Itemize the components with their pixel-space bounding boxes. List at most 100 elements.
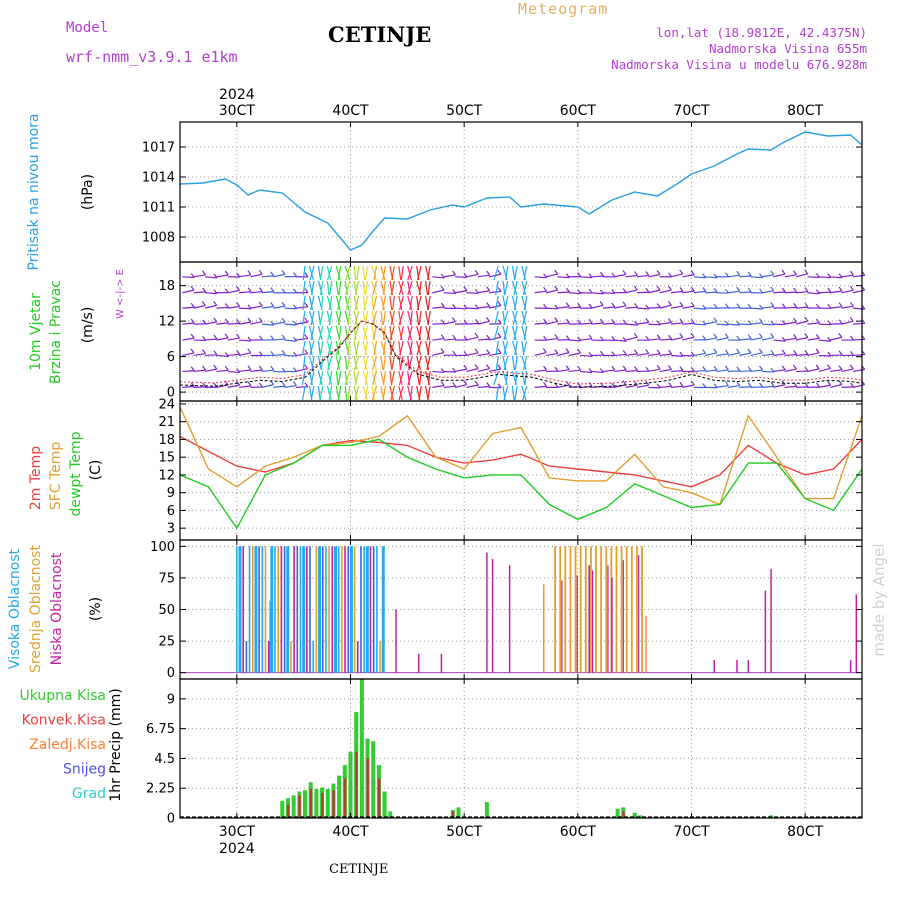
wind-barb-flag	[270, 302, 275, 307]
wind-barb	[818, 384, 831, 388]
wind-fan-stroke	[319, 385, 324, 401]
wind-barb	[830, 383, 842, 388]
wind-barb-flag	[236, 319, 241, 324]
wind-fan-stroke	[511, 385, 515, 401]
wind-barb-flag	[304, 382, 309, 388]
wind-barb	[273, 305, 286, 309]
wind-barb	[489, 352, 502, 357]
wind-barb	[693, 352, 706, 357]
wind-fan-stroke	[524, 295, 528, 311]
ytick-label: 1014	[142, 171, 175, 186]
temp-series-label-2: dewpt Temp	[68, 431, 84, 516]
wind-fan-stroke	[326, 265, 332, 281]
wind-barb-flag	[713, 317, 718, 323]
wind-barb-flag	[724, 381, 729, 386]
sfc-temp-line	[179, 406, 863, 506]
wind-fan-stroke	[382, 280, 387, 296]
wind-fan-stroke	[363, 295, 369, 311]
wind-barb	[273, 321, 286, 325]
wind-fan-stroke	[372, 280, 378, 296]
wind-barb-flag	[770, 302, 775, 307]
wind-barb-flag	[679, 269, 684, 275]
wind-barb	[739, 338, 752, 341]
wind-barb-flag	[304, 317, 309, 323]
wind-barb-flag	[793, 334, 798, 339]
wind-barb-flag	[713, 333, 718, 339]
ytick-label: 9	[167, 692, 175, 707]
wind-barb-flag	[270, 350, 275, 356]
wind-barb	[648, 338, 661, 341]
wind-barb	[659, 353, 672, 357]
wind-fan-stroke	[407, 265, 413, 281]
wind-barb	[295, 367, 308, 373]
panel-frame-precip	[179, 678, 863, 819]
wind-barb	[659, 321, 672, 325]
wind-fan-stroke	[364, 355, 369, 371]
wind-barb-flag	[815, 318, 820, 324]
wind-fan-stroke	[335, 355, 341, 371]
wind-barb	[841, 305, 854, 309]
wind-barb	[568, 339, 581, 342]
wind-barb	[636, 307, 649, 310]
wind-barb	[727, 323, 740, 326]
wind-fan-stroke	[326, 265, 333, 281]
wind-barb	[636, 352, 649, 357]
wind-barb-flag	[679, 301, 684, 307]
wind-barb-flag	[656, 349, 661, 355]
wind-fan-stroke	[391, 355, 395, 371]
wind-fan-stroke	[327, 355, 333, 371]
wind-barb	[659, 304, 672, 309]
wind-fan-stroke	[511, 355, 516, 371]
wind-barb	[682, 384, 695, 388]
wind-barb-flag	[224, 288, 229, 293]
wind-barb-flag	[804, 316, 809, 322]
wind-fan-stroke	[371, 310, 378, 326]
wind-fan-stroke	[354, 385, 360, 401]
wind-fan-stroke	[309, 265, 315, 281]
wind-barb	[261, 305, 274, 309]
wind-barb	[739, 291, 752, 294]
wind-barb-flag	[213, 364, 218, 370]
ytick-label: 4.5	[154, 752, 175, 767]
wind-barb	[477, 338, 490, 341]
cloud-bar-high	[333, 546, 337, 673]
wind-barb-flag	[440, 334, 445, 339]
ytick-label: 0	[167, 386, 175, 401]
wind-barb-flag	[645, 349, 650, 354]
wind-barb	[534, 276, 547, 279]
wind-barb-flag	[554, 349, 559, 354]
wind-barb-flag	[736, 381, 741, 386]
year-label-bottom: 2024	[219, 841, 255, 857]
wind-barb	[852, 289, 865, 294]
wind-fan-stroke	[427, 370, 431, 386]
wind-barb-flag	[599, 301, 604, 306]
ytick-label: 15	[158, 451, 175, 466]
wind-fan-stroke	[302, 265, 306, 281]
wind-barb-flag	[793, 287, 798, 293]
wind-fan-stroke	[494, 295, 499, 311]
wind-barb	[625, 336, 638, 341]
wind-fan-stroke	[382, 340, 387, 356]
wind-barb-flag	[656, 334, 661, 340]
wind-barb-flag	[679, 366, 684, 372]
wind-barb-flag	[679, 318, 684, 324]
wind-fan-stroke	[309, 340, 315, 356]
wind-fan-stroke	[328, 310, 333, 326]
wind-barb-flag	[690, 380, 695, 386]
wind-barb	[227, 384, 240, 388]
wind-barb-flag	[645, 380, 650, 386]
meteogram-label: Meteogram	[518, 0, 609, 18]
wind-barb	[784, 306, 797, 309]
wind-fan-stroke	[344, 325, 349, 341]
wind-barb	[261, 384, 274, 388]
wind-barb	[773, 384, 786, 388]
wind-barb	[568, 369, 581, 373]
wind-barb	[239, 339, 252, 342]
wind-fan-stroke	[503, 340, 509, 356]
wind-fan-stroke	[514, 265, 518, 281]
wind-fan-stroke	[504, 295, 509, 311]
wind-barb	[795, 320, 808, 325]
wind-barb	[614, 369, 627, 373]
ytick-label: 75	[158, 571, 175, 586]
wind-fan-stroke	[371, 310, 376, 326]
